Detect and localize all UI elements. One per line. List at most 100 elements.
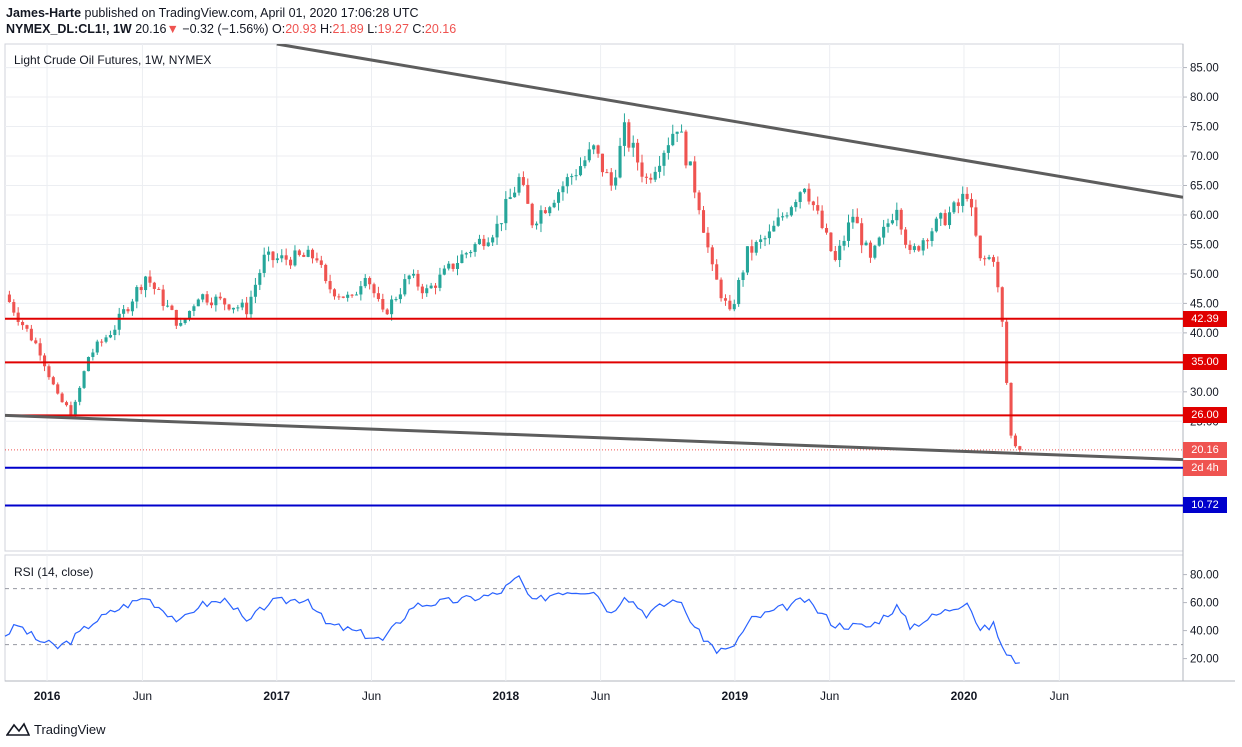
time-axis[interactable]: 2016 Jun 2017 Jun 2018 Jun 2019 Jun 2020 Jun bbox=[34, 689, 1069, 703]
candle-body bbox=[122, 309, 126, 314]
candle-body bbox=[851, 216, 855, 223]
candle-body bbox=[715, 264, 719, 280]
horizontal-level-label[interactable]: 26.00 bbox=[1183, 407, 1227, 424]
candle-body bbox=[803, 188, 807, 193]
trendlines[interactable] bbox=[5, 44, 1183, 462]
tradingview-logo-icon[interactable] bbox=[6, 721, 30, 737]
candle-body bbox=[486, 242, 490, 247]
brand-name[interactable]: TradingView bbox=[34, 721, 106, 737]
main-pane[interactable] bbox=[4, 43, 1184, 552]
candle-body bbox=[341, 296, 345, 298]
rsi-tick-label: 80.00 bbox=[1190, 570, 1219, 582]
candle-body bbox=[781, 216, 785, 218]
candle-body bbox=[882, 226, 886, 238]
candle-body bbox=[346, 294, 350, 298]
candle-body bbox=[372, 284, 376, 294]
last-price: 20.16 bbox=[135, 22, 167, 36]
horizontal-level-label[interactable]: 42.39 bbox=[1183, 310, 1227, 327]
candle-body bbox=[785, 215, 789, 217]
candle-body bbox=[745, 246, 749, 273]
candle-body bbox=[644, 176, 648, 178]
candle-body bbox=[675, 131, 679, 134]
candle-body bbox=[772, 225, 776, 232]
horizontal-level-label[interactable]: 35.00 bbox=[1183, 354, 1227, 371]
candle-body bbox=[495, 223, 499, 238]
candle-body bbox=[658, 165, 662, 172]
price-tick-label: 75.00 bbox=[1190, 122, 1219, 134]
candle-body bbox=[811, 201, 815, 206]
candle-body bbox=[890, 220, 894, 224]
rsi-axis[interactable]: 80.00 60.00 40.00 20.00 bbox=[1183, 570, 1219, 666]
candle-body bbox=[833, 251, 837, 261]
candle-body bbox=[253, 284, 257, 297]
candle-body bbox=[381, 299, 385, 310]
candle-body bbox=[56, 384, 60, 394]
candle-body bbox=[653, 171, 657, 180]
bar-countdown-label[interactable]: 2d 4h bbox=[1183, 459, 1227, 476]
horizontal-level-label[interactable]: 10.72 bbox=[1183, 497, 1227, 514]
candle-body bbox=[284, 255, 288, 260]
candle-body bbox=[552, 202, 556, 208]
candle-body bbox=[965, 193, 969, 199]
candle-body bbox=[530, 203, 534, 226]
candle-body bbox=[429, 285, 433, 289]
candle-body bbox=[987, 257, 991, 259]
candle-body bbox=[25, 325, 29, 329]
candle-body bbox=[868, 242, 872, 258]
candle-body bbox=[332, 289, 337, 297]
publish-info: James-Harte published on TradingView.com… bbox=[6, 6, 419, 20]
candle-body bbox=[829, 232, 833, 252]
candle-body bbox=[1009, 382, 1013, 436]
trendline[interactable] bbox=[276, 44, 1183, 199]
candle-body bbox=[82, 371, 86, 388]
candle-body bbox=[460, 254, 464, 264]
candle-body bbox=[561, 186, 565, 193]
candle-body bbox=[991, 257, 996, 262]
price-tick-label: 30.00 bbox=[1190, 387, 1219, 399]
candle-body bbox=[622, 122, 626, 146]
candle-body bbox=[895, 209, 899, 221]
candle-body bbox=[693, 161, 697, 193]
candle-body bbox=[73, 401, 77, 416]
last-price-label[interactable]: 20.16 bbox=[1183, 441, 1227, 458]
candle-body bbox=[385, 309, 389, 315]
candle-body bbox=[447, 263, 451, 269]
candle-body bbox=[29, 328, 33, 341]
candle-body bbox=[855, 216, 859, 224]
candle-body bbox=[587, 149, 591, 161]
time-tick-label: Jun bbox=[1050, 689, 1069, 703]
candle-body bbox=[631, 142, 635, 148]
candle-body bbox=[354, 294, 358, 296]
rsi-pane-legend[interactable]: RSI (14, close) bbox=[14, 565, 93, 579]
candle-body bbox=[12, 302, 16, 313]
symbol-label[interactable]: NYMEX_DL:CL1!, 1W bbox=[6, 22, 132, 36]
rsi-tick-label: 20.00 bbox=[1190, 654, 1219, 666]
price-axis[interactable]: 85.00 80.00 75.00 70.00 65.00 60.00 55.00 50.00… bbox=[1183, 63, 1219, 429]
candle-body bbox=[864, 242, 868, 246]
rsi-tick-label: 60.00 bbox=[1190, 598, 1219, 610]
high-value: 21.89 bbox=[332, 22, 364, 36]
time-tick-label: 2017 bbox=[263, 689, 290, 703]
candle-body bbox=[267, 251, 271, 255]
candle-body bbox=[930, 231, 934, 241]
horizontal-levels[interactable] bbox=[5, 317, 1183, 507]
candle-body bbox=[227, 304, 231, 310]
candle-body bbox=[442, 268, 446, 275]
candle-body bbox=[688, 161, 692, 166]
candle-body bbox=[183, 318, 187, 323]
candle-body bbox=[917, 246, 921, 251]
candle-body bbox=[249, 296, 253, 315]
candle-body bbox=[873, 245, 877, 258]
candle-body bbox=[289, 259, 293, 266]
candle-body bbox=[508, 197, 512, 199]
author-name[interactable]: James-Harte bbox=[6, 6, 82, 20]
main-pane-legend[interactable]: Light Crude Oil Futures, 1W, NYMEX bbox=[14, 53, 211, 67]
candle-body bbox=[535, 223, 539, 226]
trendline[interactable] bbox=[5, 413, 1183, 462]
candle-body bbox=[324, 264, 328, 282]
publish-text: published on TradingView.com, April 01, … bbox=[84, 6, 419, 20]
candle-body bbox=[697, 192, 701, 211]
close-value: 20.16 bbox=[424, 22, 457, 36]
rsi-pane[interactable] bbox=[4, 554, 1184, 682]
